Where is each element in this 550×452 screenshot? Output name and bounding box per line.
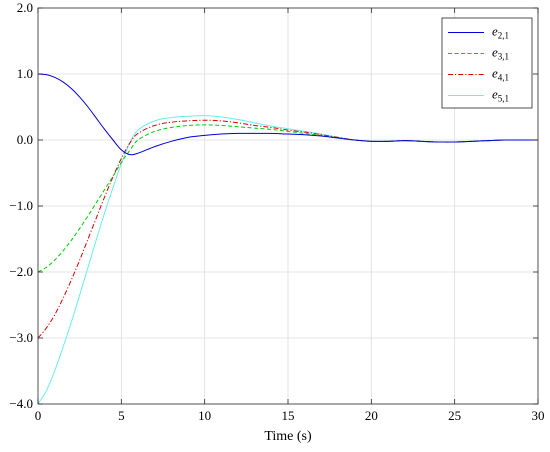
series-line-e-2-1 [37, 73, 538, 156]
y-tick-label: 1.0 [17, 66, 33, 81]
y-tick-label: −1.0 [9, 198, 33, 213]
x-tick-label: 5 [118, 408, 125, 423]
legend-label-main: e [492, 66, 498, 81]
legend-label: e3,1 [492, 45, 509, 62]
x-tick-label: 15 [282, 408, 295, 423]
legend-label-sub: 4,1 [498, 73, 509, 83]
legend-label-sub: 3,1 [498, 52, 509, 62]
legend-label-main: e [492, 24, 498, 39]
legend-label-sub: 2,1 [498, 31, 509, 41]
legend-label: e5,1 [492, 87, 509, 104]
legend-label-sub: 5,1 [498, 94, 509, 104]
x-tick-label: 10 [198, 408, 211, 423]
legend-label: e4,1 [492, 66, 509, 83]
y-tick-label: 0.0 [17, 132, 33, 147]
y-tick-label: −4.0 [9, 396, 33, 411]
legend-label-main: e [492, 87, 498, 102]
x-axis-title: Time (s) [264, 429, 312, 444]
y-tick-label: 2.0 [17, 0, 33, 15]
x-tick-label: 0 [35, 408, 42, 423]
y-tick-label: −2.0 [9, 264, 33, 279]
x-tick-labels: 0 5 10 15 20 25 30 [35, 408, 545, 423]
legend-label-main: e [492, 45, 498, 60]
legend-label: e2,1 [492, 24, 509, 41]
y-tick-labels: −4.0 −3.0 −2.0 −1.0 0.0 1.0 2.0 [9, 0, 33, 411]
x-tick-label: 30 [532, 408, 545, 423]
x-tick-label: 25 [448, 408, 461, 423]
x-tick-label: 20 [365, 408, 378, 423]
ticks [37, 7, 539, 405]
legend-box [441, 17, 533, 109]
plot-lines [37, 73, 538, 405]
legend: e2,1e3,1e4,1e5,1 [441, 17, 533, 109]
y-tick-label: −3.0 [9, 330, 33, 345]
